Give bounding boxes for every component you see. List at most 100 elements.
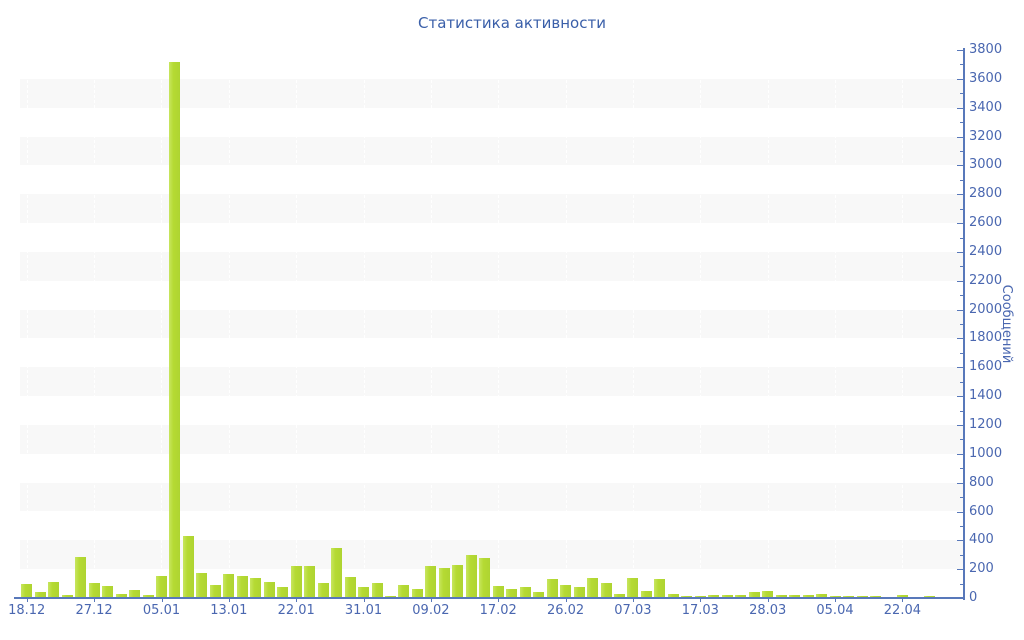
x-tick	[161, 598, 163, 602]
y-minor-tick	[960, 324, 963, 325]
bar	[802, 595, 814, 598]
bar	[129, 590, 140, 598]
bar	[223, 574, 235, 598]
y-major-tick	[957, 50, 963, 51]
bar	[438, 568, 450, 598]
plot-area	[20, 50, 963, 598]
x-tick	[498, 598, 500, 602]
x-tick	[767, 598, 769, 602]
grid-line-vertical	[767, 50, 769, 598]
bar	[236, 576, 248, 598]
grid-line-vertical	[430, 50, 432, 598]
chart-title: Статистика активности	[418, 14, 606, 32]
y-minor-tick	[960, 266, 963, 268]
y-tick-label: 3200	[969, 128, 1003, 144]
y-tick-label: 1400	[969, 388, 1003, 404]
bar	[21, 584, 33, 598]
y-tick-label: 2000	[969, 301, 1003, 317]
x-tick	[26, 598, 28, 602]
bar	[209, 585, 221, 598]
x-tick-label: 13.01	[210, 603, 248, 618]
x-tick-label: 07.03	[614, 603, 652, 618]
y-major-tick	[957, 338, 963, 340]
x-tick	[835, 598, 836, 602]
y-minor-tick	[960, 497, 963, 499]
y-major-tick	[957, 194, 963, 196]
y-major-tick	[957, 136, 963, 138]
x-tick-label: 31.01	[344, 603, 383, 618]
y-major-tick	[957, 309, 963, 311]
bar	[48, 582, 60, 598]
grid-line-vertical	[565, 50, 567, 598]
bar	[816, 594, 827, 598]
x-tick-label: 27.12	[75, 603, 113, 618]
bar	[640, 591, 652, 598]
bar	[721, 595, 733, 598]
bar	[479, 558, 491, 598]
x-tick-label: 26.02	[546, 603, 585, 618]
bar	[61, 595, 73, 598]
grid-line-vertical	[835, 50, 837, 598]
y-major-tick	[957, 569, 963, 571]
x-tick	[902, 598, 904, 602]
bar	[371, 583, 383, 598]
grid-line-vertical	[228, 50, 230, 598]
y-minor-tick	[960, 295, 963, 297]
y-tick-label: 2600	[969, 215, 1003, 231]
bar	[102, 586, 114, 598]
y-major-tick	[957, 280, 963, 282]
bar	[492, 586, 504, 598]
bar	[398, 585, 410, 598]
bar	[277, 587, 289, 598]
grid-line-vertical	[94, 50, 96, 598]
y-major-tick	[957, 482, 963, 484]
bar	[115, 594, 127, 598]
y-tick-label: 1000	[969, 445, 1003, 461]
grid-line-vertical	[632, 50, 634, 598]
x-tick-label: 09.02	[412, 603, 450, 618]
x-tick	[228, 598, 230, 602]
bar	[142, 595, 154, 598]
y-tick-label: 1800	[969, 330, 1003, 346]
bar	[627, 578, 639, 598]
y-axis-title: Сообщений	[999, 284, 1014, 364]
bar	[88, 583, 100, 598]
bar	[506, 589, 518, 598]
bar	[358, 587, 369, 598]
y-minor-tick	[960, 93, 963, 95]
grid-line-vertical	[161, 50, 163, 598]
grid-line-vertical	[902, 50, 904, 598]
y-major-tick	[957, 396, 963, 398]
y-minor-tick	[960, 150, 963, 152]
bar	[156, 576, 167, 598]
bar	[317, 583, 329, 598]
y-major-tick	[957, 251, 963, 253]
x-axis-line	[14, 597, 965, 599]
bar	[290, 566, 302, 598]
y-tick-label: 2400	[969, 243, 1003, 259]
y-major-tick	[957, 107, 963, 109]
grid-line-vertical	[700, 50, 702, 598]
bar	[748, 592, 760, 598]
y-tick-label: 0	[969, 590, 978, 605]
grid-line-vertical	[363, 50, 365, 598]
bar	[452, 565, 464, 598]
bar	[762, 591, 774, 598]
x-tick	[632, 598, 634, 602]
x-tick	[700, 598, 702, 602]
bar	[775, 595, 787, 598]
bar	[519, 587, 531, 598]
y-tick-label: 2800	[969, 186, 1003, 202]
x-tick-label: 05.04	[816, 603, 854, 618]
y-major-tick	[957, 78, 963, 80]
y-tick-label: 800	[969, 474, 994, 490]
bar	[425, 566, 437, 598]
bar	[708, 595, 720, 598]
bar	[789, 595, 801, 598]
y-minor-tick	[960, 439, 963, 441]
y-tick-label: 400	[969, 532, 994, 548]
bar	[896, 595, 908, 598]
y-minor-tick	[960, 554, 963, 556]
bar	[560, 585, 572, 598]
